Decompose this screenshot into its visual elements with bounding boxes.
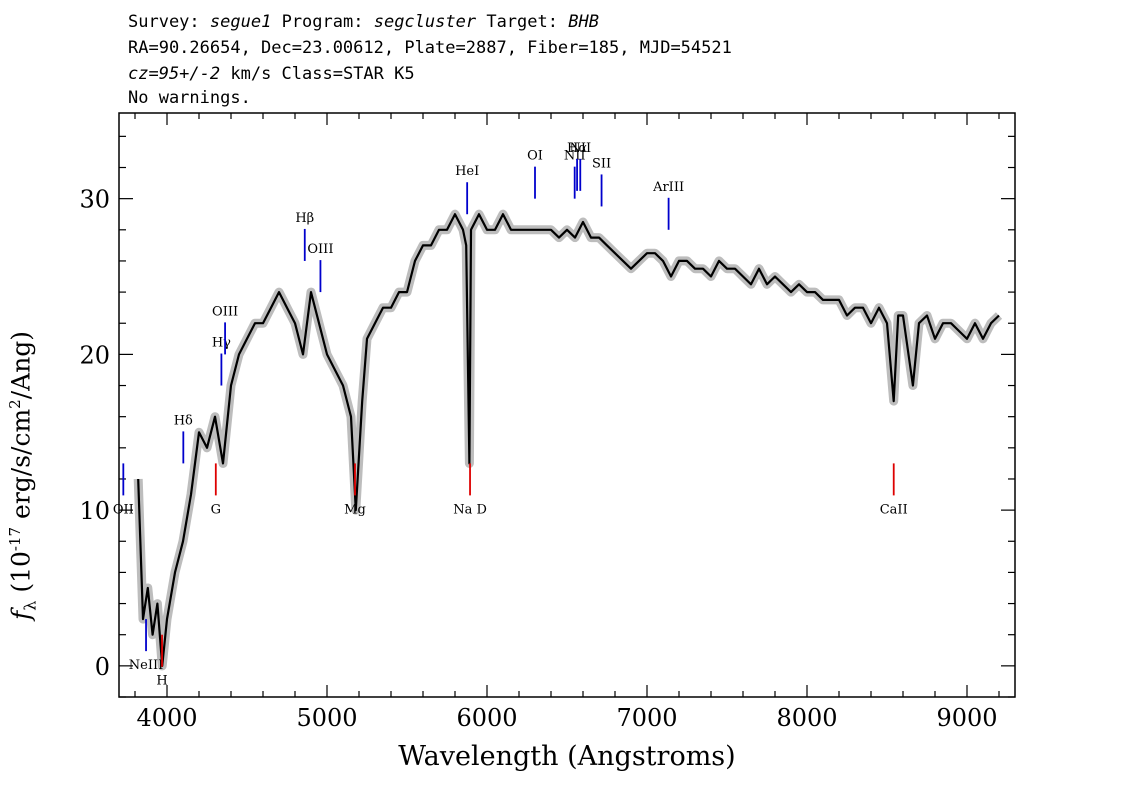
error-band [133,209,1003,671]
spectral-line-label: OI [527,149,543,164]
y-tick-label: 20 [79,341,110,369]
spectral-line-label: OIII [307,242,333,257]
spectral-line-label: Na D [453,502,487,517]
ylabel-exp1: -17 [6,526,24,552]
program-value: segcluster [373,12,477,32]
x-tick-label: 4000 [136,704,197,732]
ylabel-post: /Ang) [6,330,36,400]
flux-line [137,213,1000,668]
survey-label: Survey: [128,12,200,32]
spectral-line-label: OIII [212,304,238,319]
x-tick-label: 7000 [616,704,677,732]
header-line-2: RA=90.26654, Dec=23.00612, Plate=2887, F… [128,38,732,58]
header-line-3: cz=95+/-2 km/s Class=STAR K5 [128,64,415,84]
x-tick-label: 6000 [456,704,517,732]
class-text: km/s Class=STAR K5 [220,64,415,84]
y-tick-label: 10 [79,497,110,525]
spectral-line-label: H [156,674,167,689]
spectral-line-label: ArIII [652,180,684,195]
spectral-line-label: G [211,502,221,517]
spectral-line-label: NII [569,141,591,156]
x-tick-label: 9000 [936,704,997,732]
y-tick-label: 0 [95,653,110,681]
spectral-line-label: SII [592,156,611,171]
ylabel-f: f [6,610,36,620]
target-label: Target: [486,12,558,32]
ylabel-mid: erg/s/cm [6,408,36,527]
header-line-1: Survey: segue1 Program: segcluster Targe… [128,12,599,32]
program-label: Program: [281,12,364,32]
spectral-line-label: Hα [567,141,587,156]
spectral-line-label: CaII [880,502,908,517]
plot-frame [118,112,1016,698]
spectral-line-label: Hδ [174,413,193,428]
target-value: BHB [568,12,599,32]
spectral-line-label: Mg [344,502,366,517]
x-tick-label: 8000 [776,704,837,732]
x-tick-label: 5000 [296,704,357,732]
cz-value: cz=95+/-2 [128,64,221,84]
x-axis-title: Wavelength (Angstroms) [398,741,735,772]
spectral-line-label: HeI [455,164,479,179]
spectral-line-label: Hβ [295,211,314,226]
spectral-line-label: NeIII [129,658,163,673]
ylabel-sub: λ [20,600,40,611]
spectral-line-label: OII [113,502,134,517]
spectral-line-label: Hγ [212,336,231,351]
ylabel-pre: (10 [6,551,36,601]
ylabel-exp2: 2 [6,399,24,409]
survey-value: segue1 [209,12,272,32]
header-line-4: No warnings. [128,88,251,108]
y-tick-label: 30 [79,186,110,214]
